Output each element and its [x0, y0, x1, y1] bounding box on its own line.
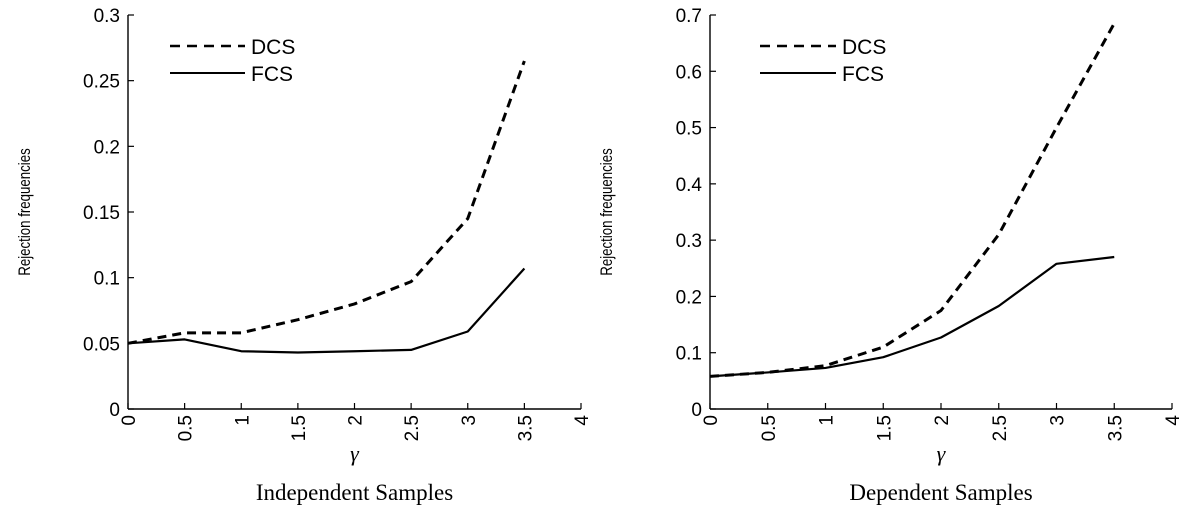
y-tick-label: 0.3	[676, 231, 702, 252]
y-axis-label: Rejection frequencies	[16, 148, 35, 276]
y-tick-label: 0.2	[676, 287, 702, 308]
y-tick-label: 0	[109, 400, 120, 421]
x-tick-label: 2	[346, 415, 367, 426]
y-tick-label: 0.15	[83, 203, 120, 224]
y-tick-label: 0.6	[676, 62, 702, 83]
x-axis-label: γ	[937, 441, 947, 466]
legend-label-dcs: DCS	[842, 36, 886, 59]
panel-caption: Independent Samples	[256, 480, 453, 505]
x-tick-label: 0.5	[176, 415, 197, 441]
x-tick-label: 3	[459, 415, 480, 426]
x-tick-label: 1	[232, 415, 253, 426]
y-axis-label: Rejection frequencies	[598, 148, 617, 276]
y-tick-label: 0.5	[676, 119, 702, 140]
x-tick-label: 3.5	[515, 415, 536, 441]
x-tick-label: 4	[1163, 415, 1184, 426]
y-tick-label: 0.7	[676, 6, 702, 27]
series-line-dcs	[127, 60, 526, 345]
series-line-dcs	[709, 22, 1116, 378]
chart-panel-1: 0 0.05 0.1 0.15 0.2 0.25 0.3 0 0.5 1 1.5 2 2.5 3 3.5 4 R…	[16, 6, 593, 505]
legend-label-fcs: FCS	[842, 63, 884, 86]
y-tick-label: 0.3	[94, 6, 120, 27]
series-line-fcs	[709, 255, 1115, 378]
y-tick-label: 0.1	[94, 269, 120, 290]
series-line-fcs	[127, 267, 526, 354]
panel-caption: Dependent Samples	[849, 480, 1032, 505]
x-tick-label: 1.5	[289, 415, 310, 441]
x-tick-label: 4	[572, 415, 593, 426]
y-tick-label: 0.4	[676, 175, 703, 196]
x-tick-label: 2.5	[990, 415, 1011, 441]
x-tick-label: 2.5	[402, 415, 423, 441]
y-tick-label: 0.05	[83, 334, 120, 355]
legend-label-dcs: DCS	[251, 36, 295, 59]
x-tick-label: 1.5	[874, 415, 895, 441]
x-tick-label: 3.5	[1105, 415, 1126, 441]
x-tick-label: 0	[119, 415, 140, 426]
y-tick-label: 0	[691, 400, 702, 421]
x-tick-label: 3	[1048, 415, 1069, 426]
x-tick-label: 0	[701, 415, 722, 426]
y-tick-label: 0.2	[94, 137, 120, 158]
chart-panel-2: 0 0.1 0.2 0.3 0.4 0.5 0.6 0.7 0 0.5 1 1.5 2 2.5 3 3.5 4 R…	[598, 6, 1184, 505]
y-tick-label: 0.1	[676, 344, 702, 365]
x-tick-label: 2	[932, 415, 953, 426]
x-tick-label: 0.5	[759, 415, 780, 441]
y-tick-label: 0.25	[83, 72, 120, 93]
x-tick-label: 1	[817, 415, 838, 426]
x-axis-label: γ	[350, 441, 360, 466]
legend-label-fcs: FCS	[251, 63, 293, 86]
